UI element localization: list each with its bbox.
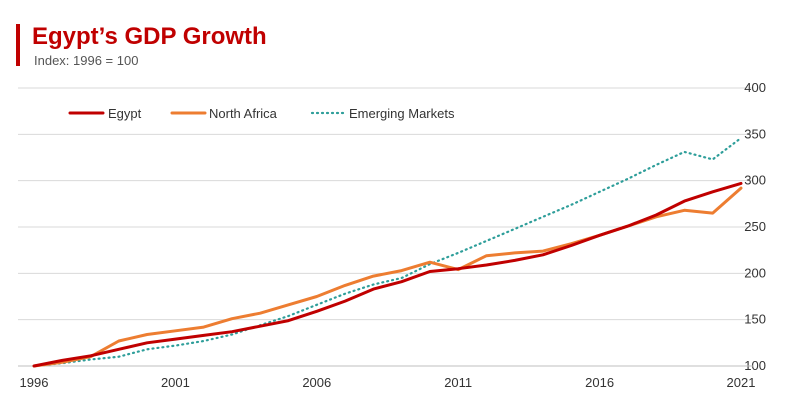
y-tick-label-350: 350 (744, 126, 766, 141)
series-lines (32, 136, 743, 368)
x-tick-label-2006: 2006 (302, 375, 331, 390)
title-accent-bar (16, 24, 20, 66)
series-line-north-africa (32, 186, 743, 368)
chart-title: Egypt’s GDP Growth (32, 23, 267, 50)
axes: 100 150 200 250 300 350 400 1996 2001 2006 2011 201… (18, 80, 766, 390)
chart-subtitle: Index: 1996 = 100 (34, 53, 139, 68)
x-tick-label-1996: 1996 (20, 375, 49, 390)
x-tick-label-2021: 2021 (727, 375, 756, 390)
x-tick-label-2001: 2001 (161, 375, 190, 390)
legend-label-emerging-markets: Emerging Markets (349, 106, 455, 121)
legend: Egypt North Africa Emerging Markets (68, 106, 455, 121)
y-tick-label-400: 400 (744, 80, 766, 95)
legend-label-egypt: Egypt (108, 106, 142, 121)
series-line-egypt (32, 181, 743, 368)
x-tick-label-2016: 2016 (585, 375, 614, 390)
y-tick-label-100: 100 (744, 358, 766, 373)
y-tick-label-150: 150 (744, 312, 766, 327)
y-tick-label-300: 300 (744, 173, 766, 188)
y-tick-label-200: 200 (744, 265, 766, 280)
x-tick-label-2011: 2011 (444, 375, 472, 390)
y-tick-label-250: 250 (744, 219, 766, 234)
series-line-emerging-markets (32, 136, 743, 368)
legend-label-north-africa: North Africa (209, 106, 278, 121)
